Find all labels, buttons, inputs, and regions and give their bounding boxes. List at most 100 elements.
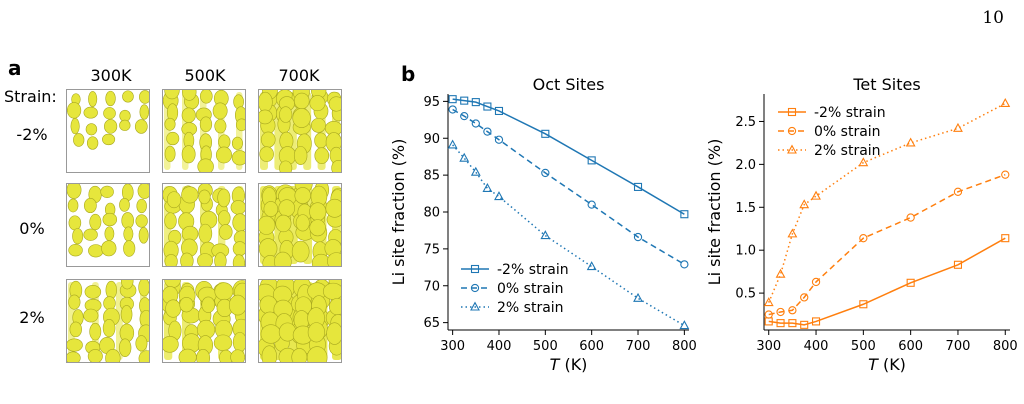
oct-data-point xyxy=(633,232,643,242)
tet-sites-chart: Tet Sites 300 400 500 600 700 800 0.5 1.0 1.5 2.0 2… xyxy=(706,75,1018,374)
tet-data-point xyxy=(811,277,821,287)
tet-data-point xyxy=(776,307,785,317)
tet-legend-marker xyxy=(787,144,797,154)
oct-data-point xyxy=(494,106,504,116)
tet-y-label: Li site fraction (%) xyxy=(706,139,724,286)
oct-data-point xyxy=(587,200,596,209)
strain-label-0: 0% xyxy=(19,219,45,238)
oct-data-point xyxy=(482,182,493,192)
oct-x-tick-label: 300 xyxy=(440,339,465,354)
tet-y-tick-label: 1.0 xyxy=(735,244,756,259)
tet-x-tick-label: 400 xyxy=(804,339,829,354)
oct-legend-marker xyxy=(470,264,480,274)
tet-legend-label: -2% strain xyxy=(814,105,886,121)
oct-data-point xyxy=(494,135,504,144)
tet-y-tick-label: 0.5 xyxy=(735,287,756,302)
tet-series-line-2 xyxy=(768,102,1006,303)
tet-data-point xyxy=(763,297,774,307)
tet-y-tick-label: 1.5 xyxy=(735,201,756,216)
isosurface-tile xyxy=(66,89,150,173)
tet-data-point xyxy=(906,213,915,222)
tet-data-point xyxy=(800,320,809,329)
strain-label-2: 2% xyxy=(19,308,45,327)
panel-a-label: a xyxy=(8,56,22,80)
tet-y-tick-label: 2.0 xyxy=(735,158,756,173)
strain-label-minus2: -2% xyxy=(16,125,48,144)
oct-data-point xyxy=(494,191,504,201)
tet-y-tick-label: 2.5 xyxy=(735,115,756,130)
tet-data-point xyxy=(775,268,786,278)
oct-series-line-0 xyxy=(452,98,685,215)
tet-data-point xyxy=(811,317,821,326)
oct-y-label: Li site fraction (%) xyxy=(389,139,408,286)
tet-data-point xyxy=(1000,97,1011,107)
oct-data-point xyxy=(680,210,689,219)
tet-data-point xyxy=(787,228,798,238)
tet-data-point xyxy=(811,190,821,200)
oct-data-point xyxy=(460,111,469,121)
oct-y-tick-label: 70 xyxy=(423,279,440,294)
strain-header: Strain: xyxy=(4,87,57,106)
oct-legend-label: 2% strain xyxy=(497,300,564,316)
tet-data-point xyxy=(776,319,785,328)
panel-b-label: b xyxy=(401,62,416,86)
oct-y-tick-label: 85 xyxy=(423,169,440,184)
tet-x-tick-label: 600 xyxy=(898,339,923,354)
oct-x-tick-label: 500 xyxy=(533,339,558,354)
tet-data-point xyxy=(953,260,963,269)
tet-data-point xyxy=(906,278,915,287)
oct-legend-label: -2% strain xyxy=(497,262,569,278)
isosurface-tile xyxy=(258,183,342,267)
isosurface-tile xyxy=(66,183,150,267)
isosurface-tile xyxy=(162,279,246,363)
oct-data-point xyxy=(679,320,690,330)
oct-x-tick-label: 400 xyxy=(487,339,512,354)
oct-data-point xyxy=(459,152,470,162)
tet-data-point xyxy=(858,157,869,167)
tet-legend-marker xyxy=(787,107,797,117)
page-number: 10 xyxy=(982,8,1004,28)
tet-x-tick-label: 700 xyxy=(946,339,971,354)
oct-data-point xyxy=(448,105,457,114)
tet-data-point xyxy=(1001,170,1010,179)
oct-data-point xyxy=(680,260,689,269)
oct-x-tick-label: 600 xyxy=(579,339,604,354)
oct-data-point xyxy=(541,168,550,178)
tet-x-label: T (K) xyxy=(868,355,906,374)
isosurface-tile xyxy=(258,89,342,173)
oct-series-line-2 xyxy=(452,144,685,327)
tet-data-point xyxy=(800,293,809,302)
isosurface-tile xyxy=(66,279,150,363)
oct-y-tick-label: 65 xyxy=(423,316,440,331)
tet-series-line-0 xyxy=(768,237,1006,326)
oct-data-point xyxy=(471,119,480,128)
oct-title: Oct Sites xyxy=(533,75,605,94)
oct-y-tick-label: 75 xyxy=(423,242,440,257)
tet-data-point xyxy=(1001,234,1010,243)
oct-data-point xyxy=(460,96,469,105)
oct-data-point xyxy=(633,292,643,302)
tet-legend-marker xyxy=(787,126,797,136)
temp-header-300: 300K xyxy=(90,66,132,85)
oct-data-point xyxy=(470,166,481,176)
temp-header-500: 500K xyxy=(184,66,226,85)
oct-data-point xyxy=(483,127,492,136)
oct-data-point xyxy=(541,129,550,138)
oct-data-point xyxy=(540,230,551,240)
isosurface-tile xyxy=(258,279,342,363)
oct-y-tick-label: 95 xyxy=(423,95,440,110)
oct-legend-marker xyxy=(470,301,480,311)
isosurface-tile xyxy=(162,89,246,173)
oct-data-point xyxy=(586,261,597,271)
oct-sites-chart: Oct Sites 300 400 500 600 700 800 65 70 75 80 85 90 9… xyxy=(389,75,697,374)
tet-data-point xyxy=(953,122,963,132)
tet-x-tick-label: 800 xyxy=(993,339,1018,354)
oct-legend-label: 0% strain xyxy=(497,281,564,297)
oct-data-point xyxy=(483,102,492,111)
tet-data-point xyxy=(788,319,797,328)
tet-data-point xyxy=(788,306,797,315)
tet-legend-label: 0% strain xyxy=(814,124,881,140)
oct-x-tick-label: 700 xyxy=(626,339,651,354)
tet-x-tick-label: 300 xyxy=(756,339,781,354)
oct-x-tick-label: 800 xyxy=(672,339,697,354)
